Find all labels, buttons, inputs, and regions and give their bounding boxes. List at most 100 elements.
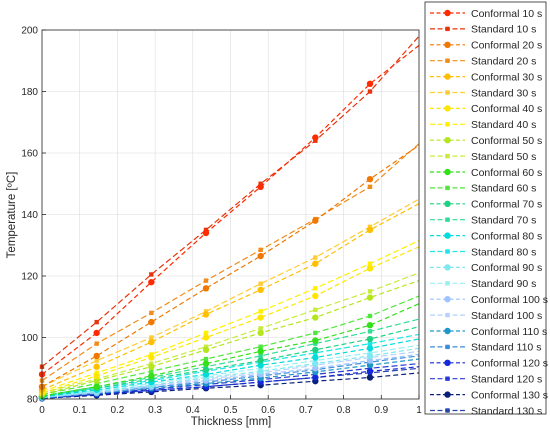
y-axis: 80 100 120 140 160 180 200 xyxy=(21,26,46,406)
data-point xyxy=(203,330,209,336)
data-point xyxy=(202,229,210,237)
data-point xyxy=(148,278,155,286)
data-point xyxy=(366,335,374,343)
legend-marker xyxy=(444,264,451,271)
data-point xyxy=(312,374,319,381)
data-point xyxy=(93,377,100,384)
data-point xyxy=(257,314,264,321)
legend-label: Standard 110 s xyxy=(471,342,541,354)
series-conformal-10-s xyxy=(38,44,420,378)
data-point xyxy=(366,361,374,369)
data-point xyxy=(202,366,210,373)
data-point xyxy=(367,261,373,266)
data-point xyxy=(94,341,99,346)
legend-item: Conformal 60 s xyxy=(430,167,542,179)
legend-label: Standard 30 s xyxy=(471,87,536,99)
legend-label: Standard 130 s xyxy=(471,405,542,417)
legend-label: Conformal 90 s xyxy=(471,262,542,274)
series-line xyxy=(41,280,420,395)
data-point xyxy=(367,289,373,294)
series-line xyxy=(41,144,420,388)
data-point xyxy=(366,265,374,272)
data-point xyxy=(366,345,374,352)
series-line xyxy=(41,303,420,397)
data-point xyxy=(366,374,374,381)
y-tick-label: 160 xyxy=(21,149,38,160)
data-point xyxy=(202,311,210,318)
legend-marker xyxy=(445,376,450,381)
series-line xyxy=(41,338,420,398)
data-point xyxy=(94,319,99,325)
legend-item: Standard 20 s xyxy=(430,56,536,68)
legend-label: Standard 100 s xyxy=(471,310,542,322)
series-line xyxy=(41,203,420,391)
data-point xyxy=(367,341,373,346)
y-tick-label: 200 xyxy=(21,26,38,37)
y-tick-label: 80 xyxy=(27,395,39,406)
data-point xyxy=(366,352,374,360)
data-point xyxy=(367,184,373,190)
x-tick-label: 0.5 xyxy=(224,405,238,416)
legend-label: Conformal 30 s xyxy=(471,71,542,83)
x-tick-label: 0.4 xyxy=(186,405,200,416)
data-point xyxy=(366,175,374,183)
series-line xyxy=(41,198,420,388)
legend-label: Standard 80 s xyxy=(471,246,536,258)
data-point xyxy=(367,313,373,319)
y-tick-label: 140 xyxy=(21,210,38,221)
legend-marker xyxy=(444,73,451,80)
data-point xyxy=(312,360,319,367)
series-line xyxy=(41,353,420,399)
data-point xyxy=(149,369,154,374)
x-tick-label: 0.2 xyxy=(110,405,124,416)
data-point xyxy=(148,354,155,361)
legend-item: Standard 40 s xyxy=(430,119,536,131)
legend-item: Conformal 20 s xyxy=(430,40,542,52)
x-axis-label: Thickness [mm] xyxy=(191,416,272,428)
legend-marker xyxy=(445,249,450,254)
data-point xyxy=(258,326,263,331)
legend-label: Conformal 40 s xyxy=(471,103,542,115)
data-point xyxy=(202,360,210,367)
legend-marker xyxy=(444,200,451,207)
legend-label: Conformal 60 s xyxy=(471,167,542,179)
data-point xyxy=(94,358,99,363)
data-point xyxy=(313,286,318,291)
legend-item: Standard 10 s xyxy=(430,24,536,36)
legend-item: Standard 80 s xyxy=(430,246,536,258)
x-axis: 0 0.1 0.2 0.3 0.4 0.5 0.6 0.7 0.8 0.9 1 xyxy=(39,395,422,416)
series-line xyxy=(41,363,420,399)
data-point xyxy=(203,278,209,283)
y-tick-label: 100 xyxy=(21,333,38,344)
legend-item: Conformal 90 s xyxy=(430,262,542,274)
data-point xyxy=(202,285,210,292)
legend-item: Conformal 50 s xyxy=(430,135,542,147)
data-point xyxy=(312,337,319,344)
legend-marker xyxy=(445,281,450,286)
legend-item: Standard 30 s xyxy=(430,87,536,99)
legend-marker xyxy=(444,168,451,176)
data-point xyxy=(202,334,210,341)
legend-marker xyxy=(444,105,451,112)
data-point xyxy=(313,307,318,313)
legend-marker xyxy=(445,153,450,159)
series-line xyxy=(41,35,420,368)
legend-label: Standard 20 s xyxy=(471,56,536,68)
data-point xyxy=(312,314,319,321)
series-line xyxy=(41,143,420,382)
series-line xyxy=(41,367,420,399)
data-point xyxy=(257,361,264,369)
legend-marker xyxy=(444,41,451,48)
legend-item: Standard 60 s xyxy=(430,183,536,195)
data-point xyxy=(312,292,319,300)
x-tick-label: 0.8 xyxy=(337,405,351,416)
legend-item: Conformal 130 s xyxy=(430,389,548,401)
data-point xyxy=(366,80,374,88)
legend-label: Standard 60 s xyxy=(471,183,536,195)
data-point xyxy=(258,281,263,286)
data-point xyxy=(257,357,264,364)
x-tick-label: 0.9 xyxy=(374,405,388,416)
data-point xyxy=(93,383,100,390)
data-point xyxy=(313,255,318,260)
